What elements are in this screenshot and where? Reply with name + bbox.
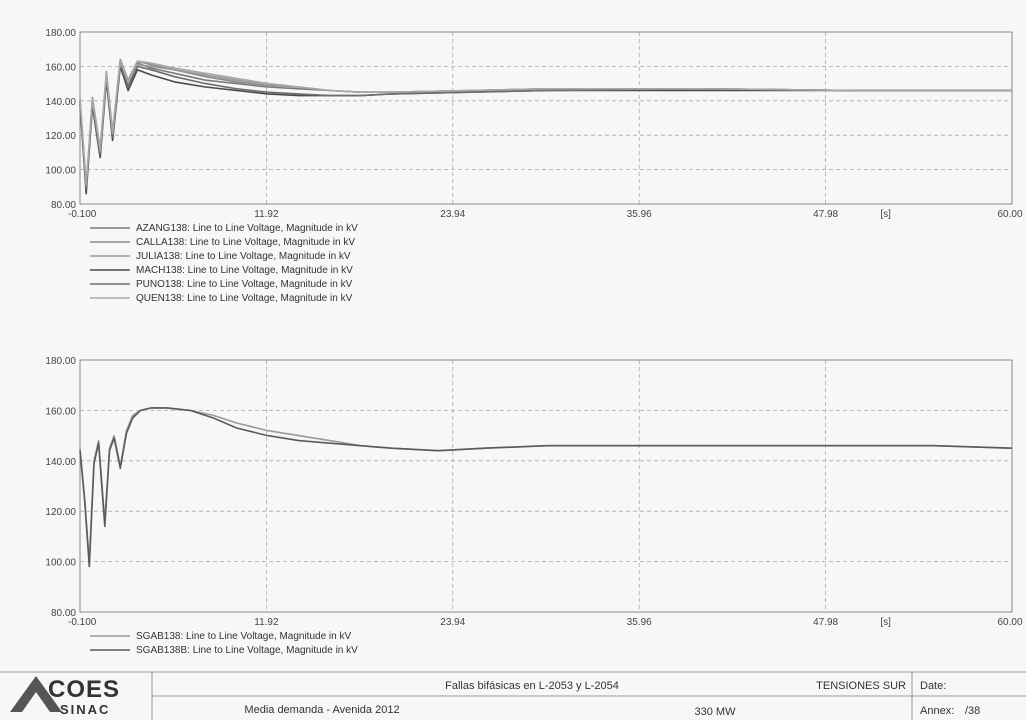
series-line — [79, 407, 1013, 568]
x-tick-label: 47.98 — [813, 617, 838, 628]
x-tick-label: 23.94 — [440, 209, 465, 220]
logo-text-top: COES — [48, 676, 120, 703]
y-tick-label: 180.00 — [45, 28, 76, 39]
logo-triangle-inner-icon — [22, 692, 50, 712]
x-tick-label: 35.96 — [627, 209, 652, 220]
coes-logo: COES SINAC — [10, 676, 120, 717]
y-tick-label: 160.00 — [45, 406, 76, 417]
y-tick-label: 180.00 — [45, 356, 76, 367]
x-tick-label: 60.00 — [997, 617, 1022, 628]
legend-label: AZANG138: Line to Line Voltage, Magnitud… — [136, 223, 358, 234]
plot-top: 80.00 100.00 120.00 140.00 160.00 180.00 -0.10… — [45, 28, 1023, 304]
annex-label: Annex: — [920, 705, 954, 717]
plot-bottom: 80.00 100.00 120.00 140.00 160.00 180.00 -0.10… — [45, 356, 1023, 656]
y-tick-label: 100.00 — [45, 166, 76, 177]
series-line — [79, 60, 1012, 188]
power-value: 330 MW — [695, 706, 737, 718]
series-line — [79, 407, 1013, 563]
x-tick-label: 11.92 — [254, 617, 279, 628]
y-tick-label: 80.00 — [51, 200, 76, 211]
x-unit-label: [s] — [880, 209, 891, 220]
date-label: Date: — [920, 680, 946, 692]
x-unit-label: [s] — [880, 617, 891, 628]
y-tick-label: 140.00 — [45, 457, 76, 468]
y-tick-label: 160.00 — [45, 62, 76, 73]
study-title: Fallas bifásicas en L-2053 y L-2054 — [445, 680, 619, 692]
y-tick-label: 120.00 — [45, 507, 76, 518]
x-tick-label: 60.00 — [997, 209, 1022, 220]
legend-label: MACH138: Line to Line Voltage, Magnitude… — [136, 265, 353, 276]
annex-value: /38 — [965, 705, 980, 717]
legend-label: PUNO138: Line to Line Voltage, Magnitude… — [136, 279, 353, 290]
y-tick-label: 80.00 — [51, 608, 76, 619]
legend-label: JULIA138: Line to Line Voltage, Magnitud… — [136, 251, 351, 262]
footer: COES SINAC Fallas bifásicas en L-2053 y … — [0, 671, 1026, 720]
legend-label: QUEN138: Line to Line Voltage, Magnitude… — [136, 293, 353, 304]
x-tick-label: -0.100 — [68, 617, 97, 628]
x-tick-label: 47.98 — [813, 209, 838, 220]
legend-label: SGAB138B: Line to Line Voltage, Magnitud… — [136, 645, 358, 656]
study-scenario: Media demanda - Avenida 2012 — [244, 704, 399, 716]
legend-label: SGAB138: Line to Line Voltage, Magnitude… — [136, 631, 351, 642]
y-tick-label: 120.00 — [45, 131, 76, 142]
x-tick-label: -0.100 — [68, 209, 97, 220]
y-tick-label: 100.00 — [45, 558, 76, 569]
series-line — [79, 60, 1012, 186]
x-tick-label: 23.94 — [440, 617, 465, 628]
y-tick-label: 140.00 — [45, 97, 76, 108]
x-tick-label: 35.96 — [627, 617, 652, 628]
series-line — [79, 58, 1012, 191]
legend-label: CALLA138: Line to Line Voltage, Magnitud… — [136, 237, 355, 248]
x-tick-label: 11.92 — [254, 209, 279, 220]
logo-text-bottom: SINAC — [60, 702, 110, 717]
plot-frame — [79, 31, 1013, 205]
plot-frame — [79, 359, 1013, 613]
region-label: TENSIONES SUR — [816, 680, 906, 692]
